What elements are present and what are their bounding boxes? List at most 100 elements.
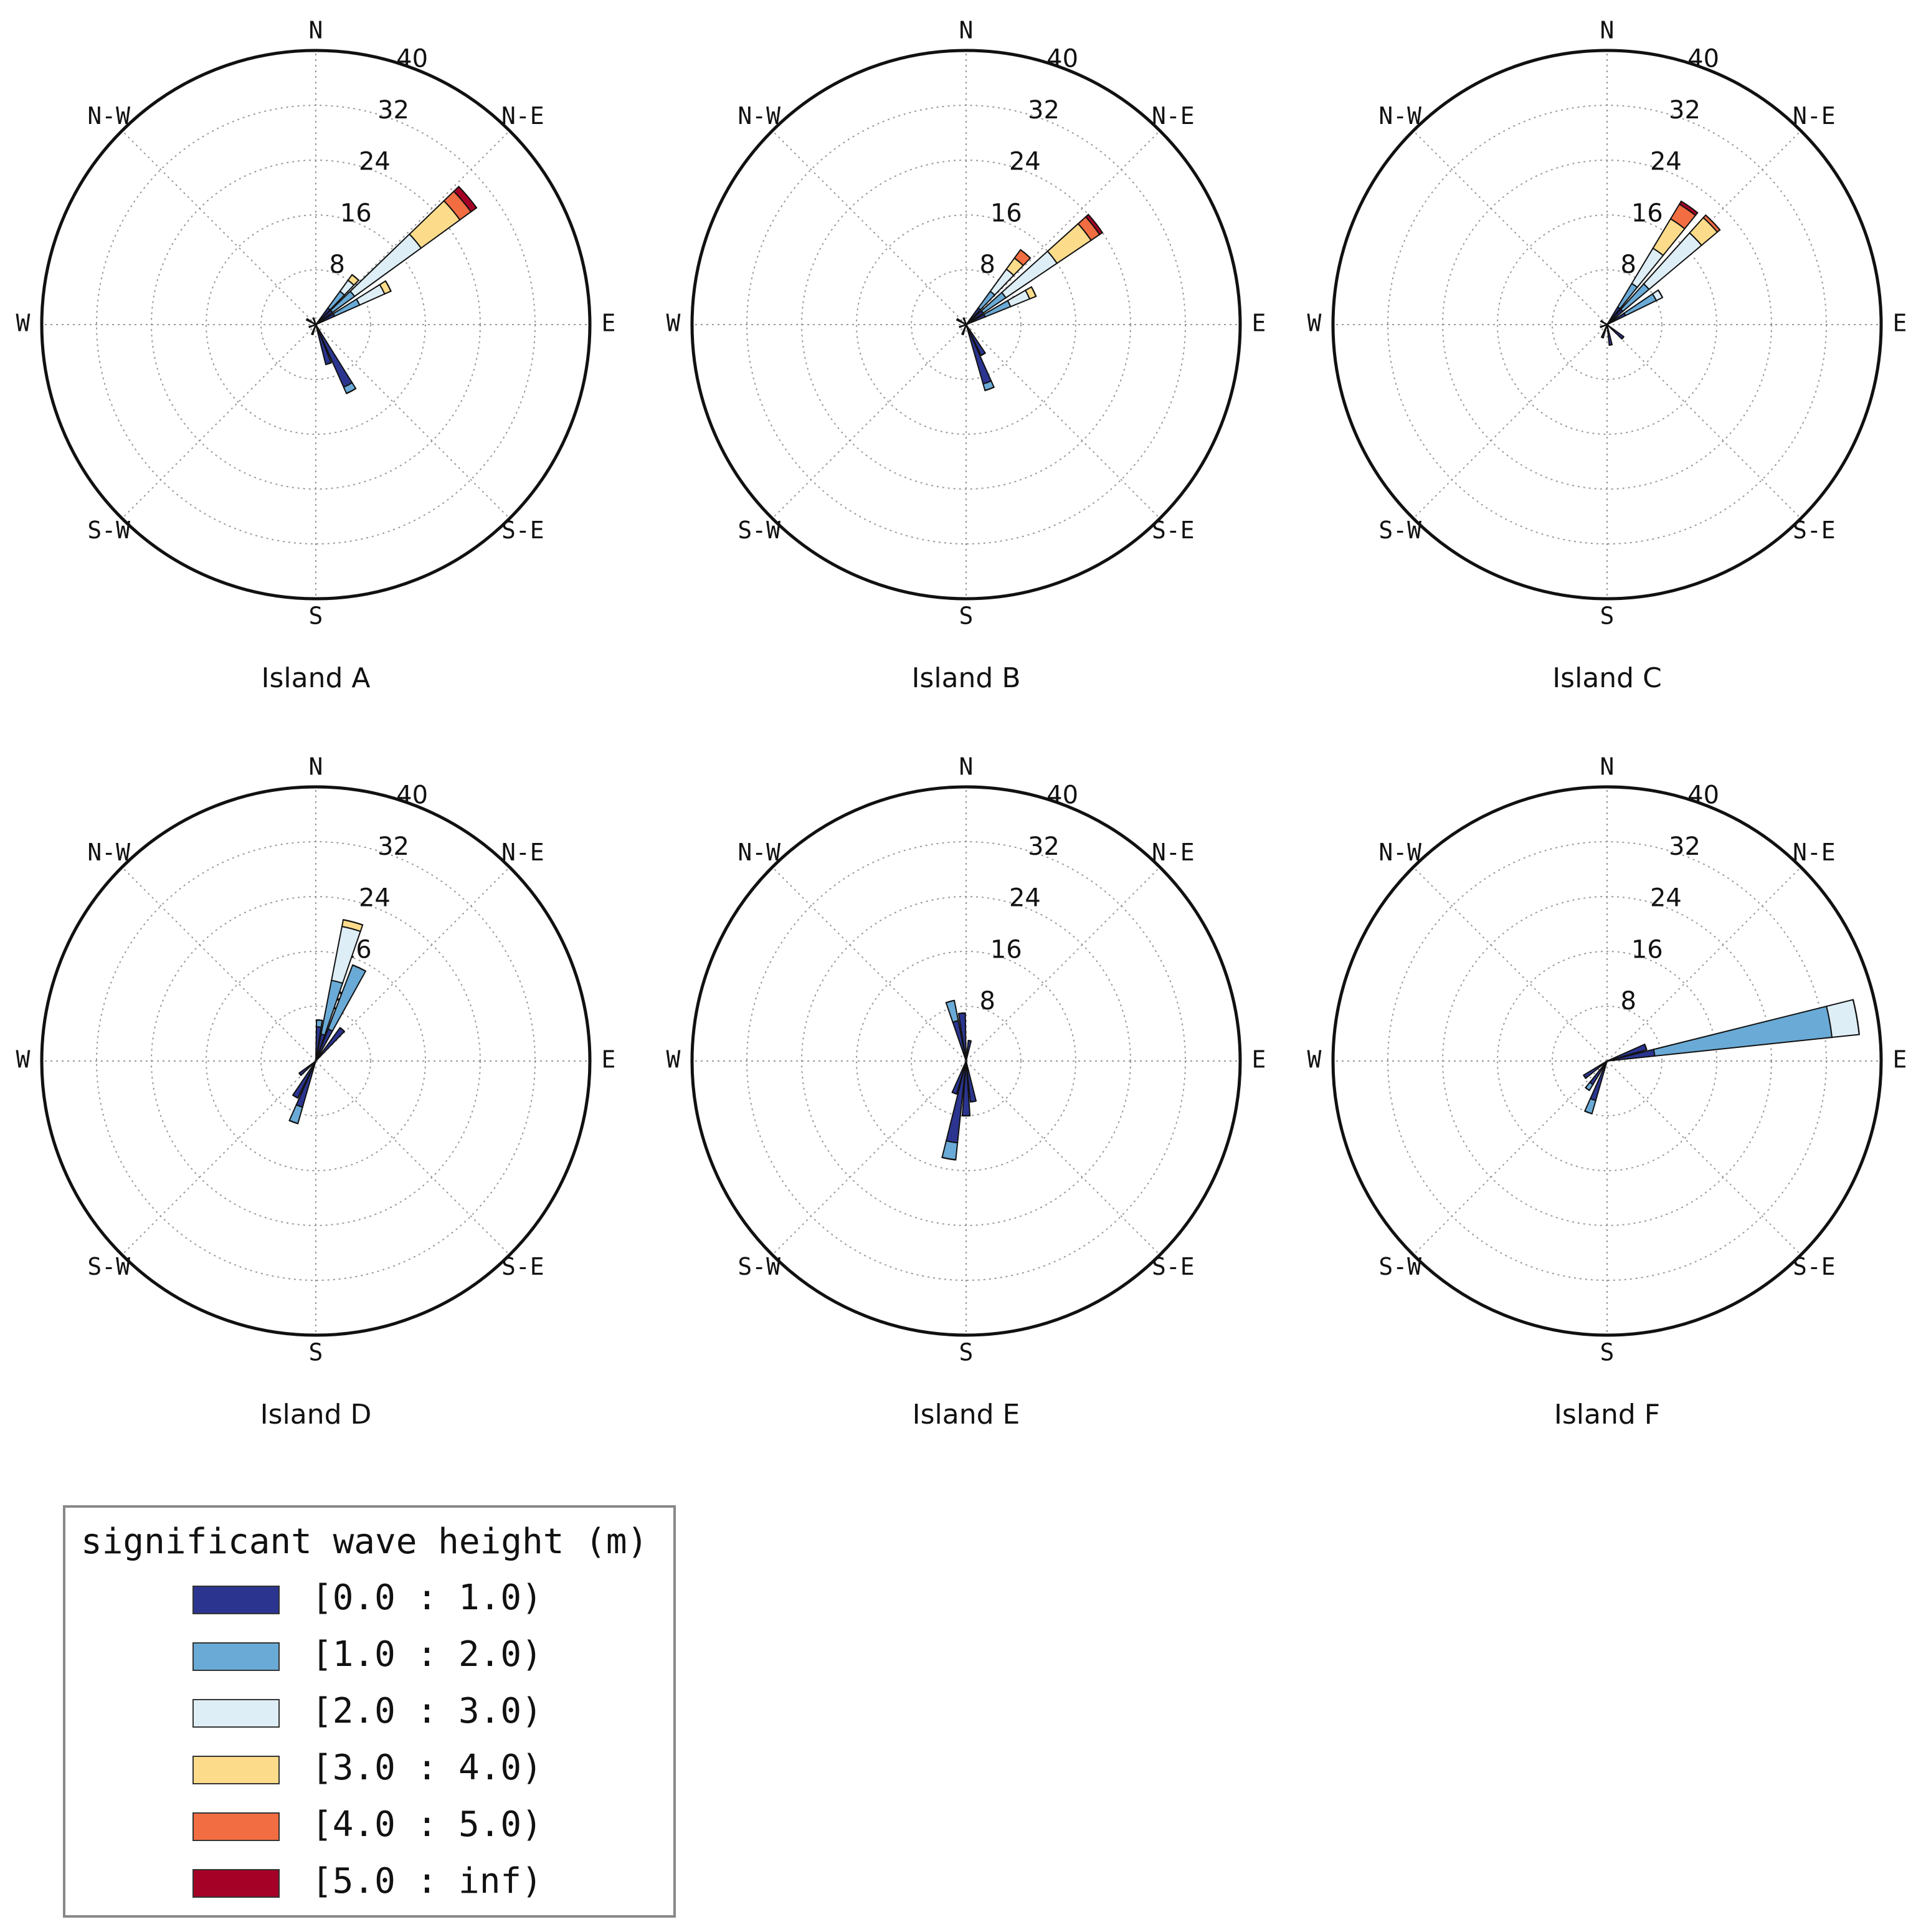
direction-label: N [1600,753,1615,781]
grid-ring [1552,269,1663,380]
direction-label: W [16,310,31,337]
spoke [1413,1060,1608,1255]
direction-label: W [667,310,681,337]
wedge-segment [970,1100,977,1103]
wedge-segment [1644,1044,1648,1050]
grid-ring [206,214,426,435]
direction-label: E [602,1046,616,1073]
r-tick-label: 8 [979,250,995,279]
axis-circle [1331,49,1883,601]
legend-swatch [192,1869,280,1898]
grid-ring [260,269,371,380]
direction-label: E [1893,1046,1907,1073]
wedge-segment [1600,320,1608,325]
grid-ring [151,896,481,1226]
wedge-segment [311,333,313,335]
wedge-segment [306,318,308,321]
spoke [315,1060,510,1255]
direction-label: S [1600,602,1615,630]
spoke [315,867,510,1062]
direction-label: W [1307,1046,1322,1073]
wedge-segment [968,1040,972,1042]
spoke [1606,324,1801,519]
r-tick-label: 40 [1046,44,1078,73]
r-tick-label: 40 [396,781,428,809]
grid-ring [260,1006,371,1116]
wedge-segment [292,1094,298,1099]
spoke [1413,324,1608,519]
r-tick-label: 8 [1620,987,1636,1016]
r-tick-label: 32 [1028,96,1060,125]
wedge-segment [941,1140,959,1161]
spoke [772,1060,967,1255]
spoke [772,867,967,1062]
direction-label: S-E [1152,1253,1195,1280]
grid-ring [1442,159,1772,490]
wedge-segment [946,999,955,1004]
direction-label: E [1252,1046,1266,1073]
r-tick-label: 24 [1650,884,1682,913]
legend-label: [4.0 : 5.0) [311,1804,543,1845]
spoke [965,867,1160,1062]
axis-circle [690,49,1242,601]
direction-label: S [959,1339,974,1366]
legend-swatch [192,1812,280,1841]
direction-label: N-W [738,102,780,130]
r-tick-label: 16 [340,199,372,227]
wedge-segment [315,1019,323,1028]
direction-label: N [309,17,323,44]
legend-label: [0.0 : 1.0) [311,1577,543,1618]
grid-ring [801,896,1131,1226]
legend-title: significant wave height (m) [81,1521,648,1562]
legend-label: [1.0 : 2.0) [311,1634,543,1675]
r-tick-label: 24 [359,148,391,176]
spoke [1413,130,1608,325]
direction-label: E [602,310,616,337]
direction-label: W [1307,310,1322,337]
wedge-segment [961,333,964,335]
axis-circle [690,785,1242,1337]
direction-label: N-W [1378,839,1421,866]
spoke [315,130,510,325]
direction-label: S-W [87,1253,130,1280]
grid-ring [856,951,1076,1171]
chart-title: Island E [913,1399,1020,1430]
grid-ring [746,105,1186,545]
spoke [1606,1060,1801,1255]
spoke [965,1060,1160,1255]
legend-box [63,1505,676,1918]
wedge-segment [945,999,959,1023]
r-tick-label: 32 [1669,96,1701,125]
direction-label: S-E [1793,516,1836,544]
legend-swatch [192,1586,280,1614]
grid-ring [96,105,536,545]
direction-label: S [959,602,974,630]
wedge-segment [1600,326,1601,328]
r-tick-label: 8 [979,987,995,1016]
wedge-segment [959,326,961,328]
wedge-segment [1601,336,1604,339]
direction-label: E [1252,310,1266,337]
spoke [1413,867,1608,1062]
direction-label: N-E [1793,839,1836,866]
grid-ring [911,269,1022,380]
chart-title: Island D [260,1399,372,1430]
r-tick-label: 16 [990,935,1022,964]
spoke [1606,867,1801,1062]
r-tick-label: 24 [359,884,391,913]
direction-label: N-E [1152,102,1195,130]
grid-ring [911,1006,1022,1116]
r-tick-label: 8 [329,250,344,279]
legend-swatch [192,1642,280,1671]
direction-label: N-W [738,839,780,866]
axis-circle [1331,785,1883,1337]
wedge-segment [980,352,986,356]
wedge-segment [298,1072,301,1076]
wedge-segment [325,362,332,366]
spoke [121,1060,316,1255]
spoke [965,324,1160,519]
grid-ring [1387,841,1827,1281]
wedge-segment [1678,200,1699,217]
direction-label: S [1600,1339,1615,1366]
